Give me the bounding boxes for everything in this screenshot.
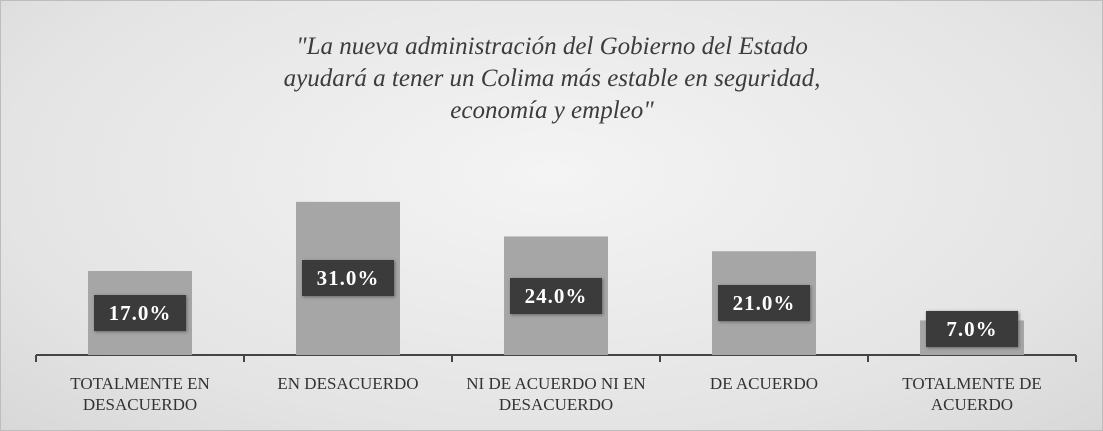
x-tick-label: EN DESACUERDO [277, 374, 419, 393]
x-tick-label: NI DE ACUERDO NI EN DESACUERDO [466, 374, 646, 414]
value-label: 21.0% [718, 285, 810, 322]
x-tick-label: TOTALMENTE EN DESACUERDO [70, 374, 210, 414]
value-label: 7.0% [926, 311, 1018, 347]
x-tick-label: TOTALMENTE DE ACUERDO [902, 374, 1042, 414]
x-tick-label: DE ACUERDO [709, 374, 819, 393]
value-label: 31.0% [302, 260, 394, 297]
chart-title: "La nueva administración del Gobierno de… [283, 33, 821, 124]
value-label: 17.0% [94, 295, 186, 331]
value-label: 24.0% [510, 277, 602, 314]
